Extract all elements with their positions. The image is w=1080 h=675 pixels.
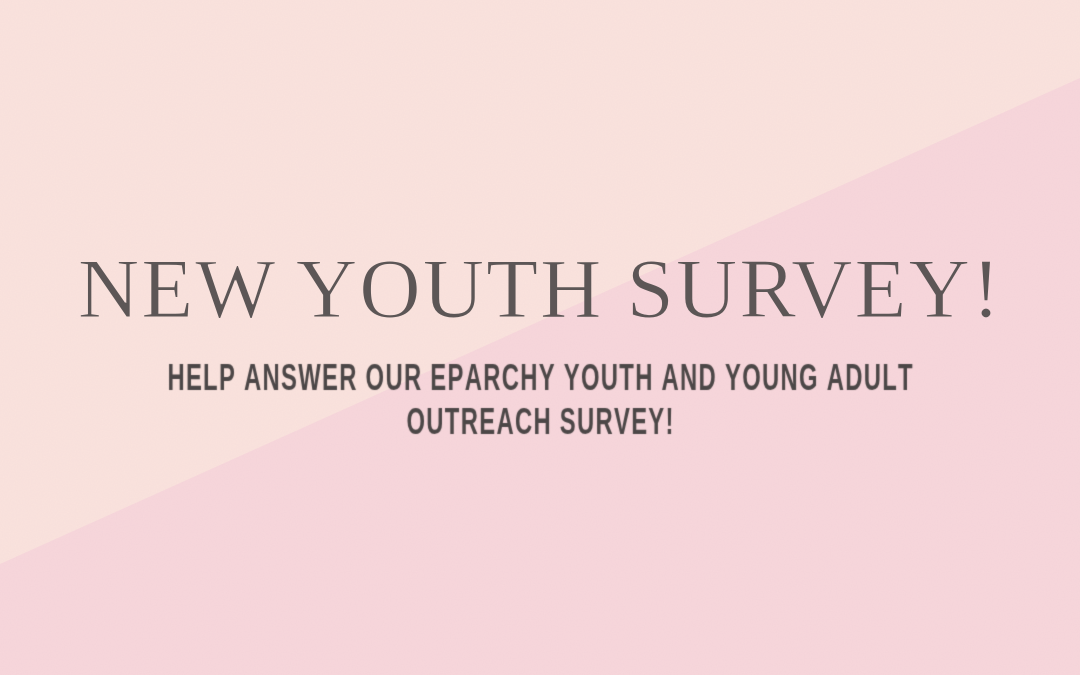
svg-text:NEW YOUTH SURVEY!: NEW YOUTH SURVEY! [78, 242, 1002, 336]
